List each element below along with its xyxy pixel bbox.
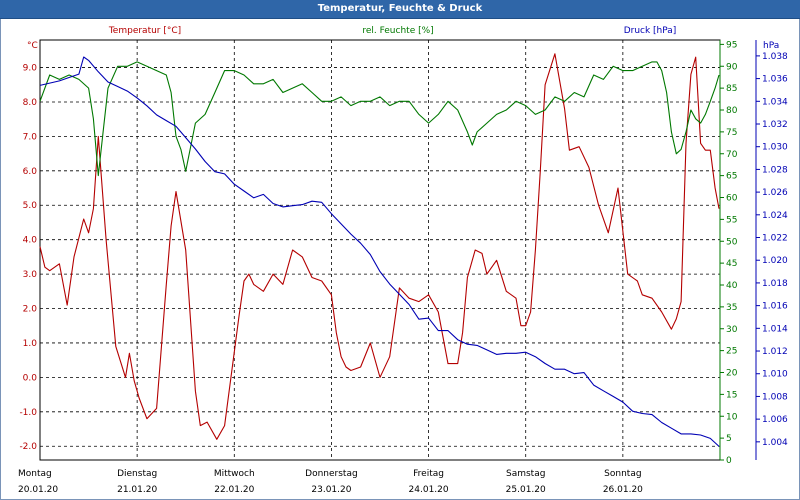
temperature-tick-label: 3.0 — [23, 270, 38, 280]
humidity-tick-label: 0 — [726, 456, 732, 466]
day-tick-label: Montag — [18, 469, 52, 479]
grid — [40, 40, 720, 460]
plot-border — [39, 39, 721, 461]
humidity-tick-label: 50 — [726, 237, 738, 247]
temperature-tick-label: 0.0 — [23, 373, 38, 383]
pressure-tick-label: 1.032 — [762, 120, 788, 130]
humidity-tick-label: 75 — [726, 128, 737, 138]
humidity-tick-label: 15 — [726, 390, 737, 400]
day-tick-label: Mittwoch — [214, 469, 255, 479]
humidity-tick-label: 20 — [726, 369, 738, 379]
humidity-axis-title: rel. Feuchte [%] — [362, 26, 433, 36]
date-tick-label: 21.01.20 — [117, 485, 157, 495]
pressure-tick-label: 1.024 — [762, 211, 788, 221]
day-tick-label: Freitag — [413, 469, 444, 479]
axes: -2.0 -1.0 0.0 1.0 2.0 3.0 4.0 5.0 6.0 7.0 8.0 9.0 Mo… — [18, 39, 788, 495]
humidity-series-line — [39, 61, 720, 177]
pressure-tick-label: 1.004 — [762, 438, 788, 448]
chart-title: Temperatur, Feuchte & Druck — [317, 3, 483, 14]
day-tick-label: Dienstag — [117, 469, 157, 479]
humidity-tick-label: 70 — [726, 150, 738, 160]
date-tick-label: 20.01.20 — [18, 485, 58, 495]
date-tick-label: 22.01.20 — [214, 485, 254, 495]
pressure-tick-label: 1.030 — [762, 143, 788, 153]
date-tick-label: 25.01.20 — [506, 485, 546, 495]
temperature-tick-label: 6.0 — [23, 167, 38, 177]
pressure-tick-label: 1.028 — [762, 165, 788, 175]
day-tick-label: Sonntag — [604, 469, 641, 479]
day-tick-label: Samstag — [506, 469, 545, 479]
temperature-tick-label: 7.0 — [23, 132, 38, 142]
humidity-tick-label: 5 — [726, 434, 732, 444]
pressure-tick-label: 1.012 — [762, 347, 788, 357]
pressure-tick-label: 1.038 — [762, 52, 788, 62]
humidity-tick-label: 40 — [726, 281, 738, 291]
humidity-tick-label: 25 — [726, 347, 737, 357]
humidity-tick-label: 55 — [726, 215, 737, 225]
pressure-tick-label: 1.026 — [762, 188, 788, 198]
pressure-tick-label: 1.014 — [762, 324, 788, 334]
humidity-tick-label: 10 — [726, 412, 738, 422]
temperature-tick-label: 9.0 — [23, 64, 38, 74]
pressure-tick-label: 1.008 — [762, 392, 788, 402]
pressure-tick-label: 1.010 — [762, 370, 788, 380]
temperature-axis-title: Temperatur [°C] — [108, 26, 181, 36]
temperature-unit-label: °C — [27, 41, 38, 51]
pressure-tick-label: 1.006 — [762, 415, 788, 425]
humidity-tick-label: 45 — [726, 259, 737, 269]
temperature-tick-label: 8.0 — [23, 98, 38, 108]
pressure-tick-label: 1.016 — [762, 302, 788, 312]
temperature-series-line — [39, 53, 720, 440]
humidity-tick-label: 30 — [726, 325, 738, 335]
humidity-tick-label: 80 — [726, 106, 738, 116]
pressure-tick-label: 1.036 — [762, 75, 788, 85]
date-tick-label: 23.01.20 — [311, 485, 351, 495]
humidity-tick-label: 65 — [726, 172, 737, 182]
temperature-tick-label: 1.0 — [23, 339, 38, 349]
pressure-axis-title: Druck [hPa] — [624, 26, 677, 36]
temperature-tick-label: -1.0 — [19, 408, 37, 418]
humidity-tick-label: 90 — [726, 62, 738, 72]
date-tick-label: 24.01.20 — [409, 485, 449, 495]
humidity-tick-label: 60 — [726, 194, 738, 204]
pressure-tick-label: 1.018 — [762, 279, 788, 289]
temperature-tick-label: 5.0 — [23, 201, 38, 211]
pressure-tick-label: 1.034 — [762, 97, 788, 107]
humidity-tick-label: 35 — [726, 303, 737, 313]
pressure-unit-label: hPa — [763, 41, 779, 51]
date-tick-label: 26.01.20 — [603, 485, 643, 495]
humidity-tick-label: 85 — [726, 84, 737, 94]
series-group — [39, 53, 720, 447]
day-tick-label: Donnerstag — [305, 469, 358, 479]
temperature-tick-label: 4.0 — [23, 236, 38, 246]
temperature-tick-label: -2.0 — [19, 442, 37, 452]
pressure-series-line — [39, 56, 720, 447]
title-bar — [0, 0, 800, 19]
pressure-tick-label: 1.020 — [762, 256, 788, 266]
temperature-tick-label: 2.0 — [23, 305, 38, 315]
pressure-tick-label: 1.022 — [762, 234, 788, 244]
humidity-tick-label: 95 — [726, 40, 737, 50]
